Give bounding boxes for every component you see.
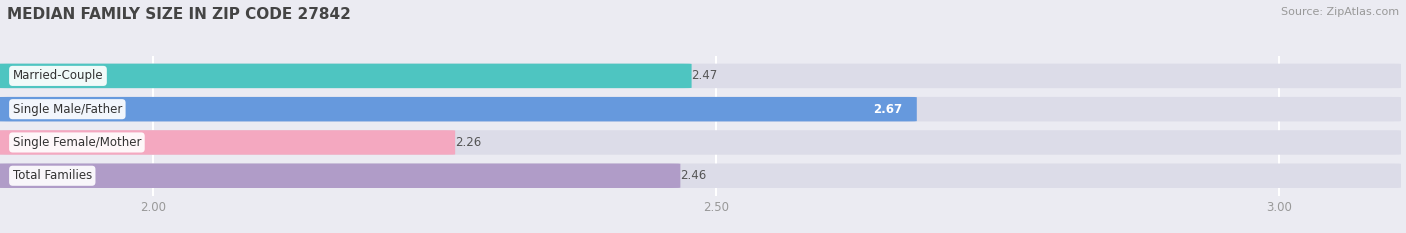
FancyBboxPatch shape xyxy=(0,64,1400,88)
Text: 2.26: 2.26 xyxy=(456,136,481,149)
FancyBboxPatch shape xyxy=(0,130,456,155)
Text: 2.67: 2.67 xyxy=(873,103,903,116)
FancyBboxPatch shape xyxy=(0,130,1400,155)
FancyBboxPatch shape xyxy=(0,97,917,121)
Text: Total Families: Total Families xyxy=(13,169,91,182)
FancyBboxPatch shape xyxy=(0,164,681,188)
Text: Single Female/Mother: Single Female/Mother xyxy=(13,136,141,149)
Text: MEDIAN FAMILY SIZE IN ZIP CODE 27842: MEDIAN FAMILY SIZE IN ZIP CODE 27842 xyxy=(7,7,351,22)
Text: 2.47: 2.47 xyxy=(692,69,718,82)
Text: 2.46: 2.46 xyxy=(681,169,707,182)
FancyBboxPatch shape xyxy=(0,64,692,88)
Text: Married-Couple: Married-Couple xyxy=(13,69,103,82)
Text: Single Male/Father: Single Male/Father xyxy=(13,103,122,116)
FancyBboxPatch shape xyxy=(0,164,1400,188)
FancyBboxPatch shape xyxy=(0,97,1400,121)
Text: Source: ZipAtlas.com: Source: ZipAtlas.com xyxy=(1281,7,1399,17)
